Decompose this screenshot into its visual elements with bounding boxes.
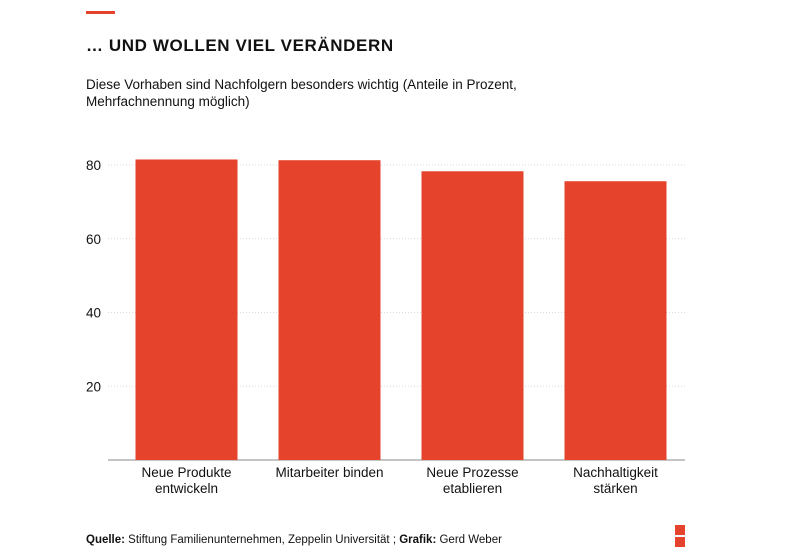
graphic-text: Gerd Weber [436, 534, 502, 546]
x-category-label-line: Neue Prozesse [426, 465, 518, 480]
brand-logo-icon [675, 525, 685, 547]
x-category-label: Neue Prozesse etablieren [426, 465, 518, 496]
graphic-label: Grafik: [399, 534, 437, 546]
y-tick-label: 20 [86, 379, 101, 394]
x-category-label-line: Neue Produkte [141, 465, 231, 480]
bar [135, 159, 238, 460]
x-category-label-line: stärken [593, 481, 637, 496]
label-layer: 20 40 60 80 Neue Produkte entwickeln Mitarbeit… [86, 158, 658, 496]
x-category-label-line: entwickeln [155, 481, 218, 496]
x-category-label: Neue Produkte entwickeln [141, 465, 231, 496]
x-category-label-line: etablieren [443, 481, 502, 496]
source-text: Stiftung Familienunternehmen, Zeppelin U… [124, 534, 400, 546]
accent-bar [86, 11, 115, 14]
y-tick-label: 60 [86, 232, 101, 247]
y-tick-label: 80 [86, 158, 101, 173]
source-footer: Quelle: Stiftung Familienunternehmen, Ze… [86, 534, 502, 546]
x-category-label-line: Mitarbeiter binden [275, 465, 383, 480]
x-category-label-line: Nachhaltigkeit [573, 465, 658, 480]
bar [421, 171, 524, 461]
bar [278, 160, 381, 461]
x-category-label: Mitarbeiter binden [275, 465, 383, 480]
x-category-label: Nachhaltigkeit stärken [573, 465, 658, 496]
chart-title: … UND WOLLEN VIEL VERÄNDERN [86, 36, 394, 55]
y-tick-label: 40 [86, 306, 101, 321]
bar-layer [135, 159, 667, 461]
source-label: Quelle: [86, 534, 125, 546]
chart-subtitle: Diese Vorhaben sind Nachfolgern besonder… [86, 77, 517, 109]
bar [564, 181, 667, 460]
